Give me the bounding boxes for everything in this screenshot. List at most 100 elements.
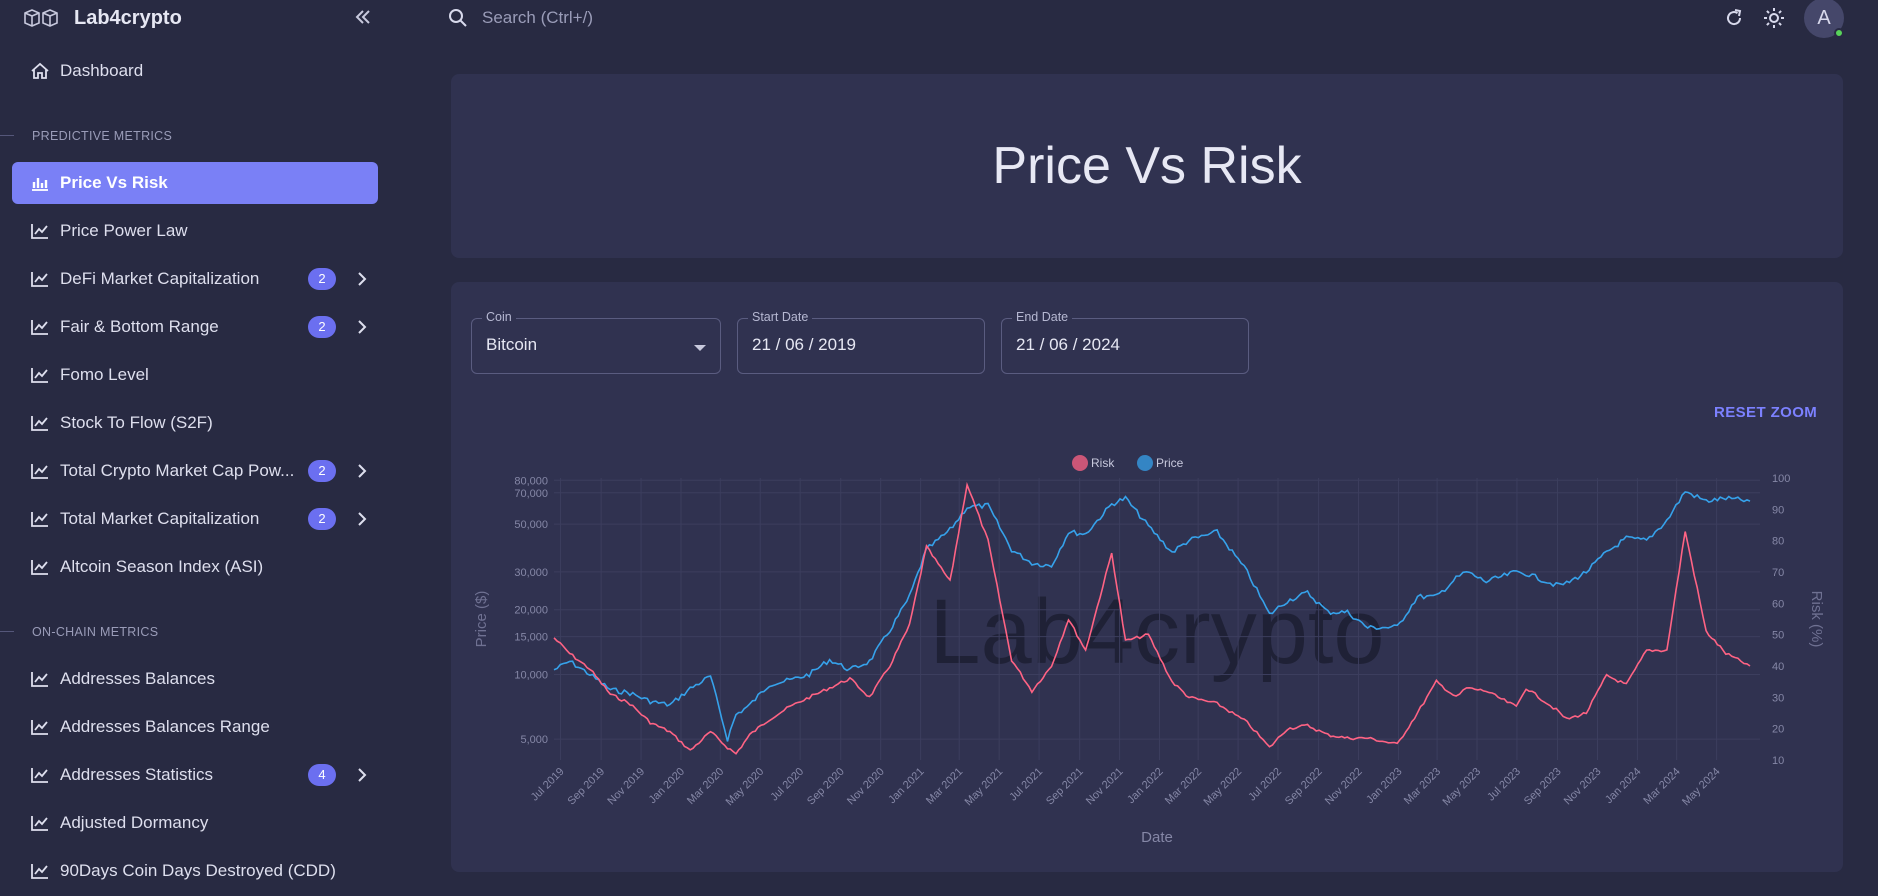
x-tick-label: Mar 2021 [924,766,965,807]
count-badge: 2 [308,508,336,530]
end-date-label: End Date [1012,310,1073,324]
y-right-tick-label: 70 [1772,567,1784,579]
legend-swatch [1072,455,1088,471]
legend-label: Risk [1091,456,1115,470]
sidebar-item-addresses-balances-range[interactable]: Addresses Balances Range [12,706,378,748]
sidebar-item-label: DeFi Market Capitalization [60,269,260,288]
x-tick-label: Jan 2020 [647,766,687,806]
sidebar-item-label: Adjusted Dormancy [60,813,209,832]
x-tick-label: May 2023 [1440,766,1483,809]
y-right-tick-label: 100 [1772,473,1790,485]
cubes-logo-icon [24,9,58,27]
sidebar-item-addresses-balances[interactable]: Addresses Balances [12,658,378,700]
x-tick-label: Jan 2024 [1603,766,1643,806]
section-divider [0,135,14,136]
section-title: PREDICTIVE METRICS [32,129,173,143]
sidebar-item-adjusted-dormancy[interactable]: Adjusted Dormancy [12,802,378,844]
line-chart-icon [31,816,48,831]
sidebar-item-label: Addresses Balances [60,669,215,688]
collapse-sidebar-icon[interactable] [352,6,374,28]
brand[interactable]: Lab4crypto [22,4,182,32]
x-tick-label: Nov 2020 [845,766,887,808]
line-chart-icon [31,720,48,735]
x-tick-label: Jul 2023 [1485,766,1523,804]
x-tick-label: Mar 2024 [1641,766,1682,807]
chart-watermark: Lab4crypto [929,581,1384,683]
coin-label: Coin [482,310,516,324]
y-right-tick-label: 60 [1772,598,1784,610]
y-left-tick-label: 20,000 [514,605,548,617]
x-tick-label: May 2022 [1202,766,1245,809]
count-badge: 4 [308,764,336,786]
sidebar-item-total-market-capitalization[interactable]: Total Market Capitalization 2 [12,498,378,540]
x-tick-label: Nov 2019 [605,766,647,808]
x-tick-label: Nov 2022 [1323,766,1365,808]
y-left-tick-label: 30,000 [514,567,548,579]
risk-series-line [553,481,1751,755]
x-tick-label: Sep 2021 [1044,766,1086,808]
x-tick-label: Jul 2020 [768,766,806,804]
refresh-icon[interactable] [1722,6,1746,30]
chevron-right-icon [358,512,367,526]
sidebar-item-defi-market-capitalization[interactable]: DeFi Market Capitalization 2 [12,258,378,300]
home-icon [31,62,49,79]
app-name: Lab4crypto [74,6,182,29]
x-tick-label: Jan 2021 [886,766,926,806]
coin-value: Bitcoin [486,335,538,354]
x-tick-label: Mar 2023 [1402,766,1443,807]
y-left-tick-label: 50,000 [514,519,548,531]
line-chart-icon [31,368,48,383]
x-tick-label: May 2024 [1680,766,1723,809]
avatar[interactable]: A [1804,0,1844,38]
end-date-field[interactable]: End Date 21 / 06 / 2024 [1001,310,1249,374]
start-date-field[interactable]: Start Date 21 / 06 / 2019 [737,310,985,374]
section-title: ON-CHAIN METRICS [32,625,159,639]
sidebar-item-price-vs-risk[interactable]: Price Vs Risk [12,162,378,204]
line-chart-icon [31,320,48,335]
sidebar-item-label: Altcoin Season Index (ASI) [60,557,264,576]
sidebar-item-addresses-statistics[interactable]: Addresses Statistics 4 [12,754,378,796]
x-tick-label: Sep 2022 [1283,766,1325,808]
sidebar-item-label: Dashboard [60,61,144,80]
x-axis-title: Date [1141,829,1173,846]
x-tick-label: Mar 2020 [685,766,726,807]
x-tick-label: May 2021 [963,766,1006,809]
sidebar-item-label: Addresses Balances Range [60,717,270,736]
sidebar-item-90days-coin-days-destroyed-cdd[interactable]: 90Days Coin Days Destroyed (CDD) [12,850,378,892]
y-right-tick-label: 10 [1772,755,1784,767]
line-chart-icon [31,464,48,479]
y-right-tick-label: 30 [1772,692,1784,704]
sidebar-item-label: Price Vs Risk [60,173,168,192]
x-tick-label: May 2020 [724,766,767,809]
sidebar-item-label: 90Days Coin Days Destroyed (CDD) [60,861,336,880]
theme-toggle-icon[interactable] [1762,6,1786,30]
sidebar-item-label: Total Market Capitalization [60,509,260,528]
search-input[interactable] [482,4,882,32]
sidebar-item-stock-to-flow-s2f[interactable]: Stock To Flow (S2F) [12,402,378,444]
online-status-dot [1834,28,1844,38]
sidebar-item-fair-bottom-range[interactable]: Fair & Bottom Range 2 [12,306,378,348]
y-left-tick-label: 10,000 [514,669,548,681]
analytics-icon [32,178,48,191]
sidebar-item-dashboard[interactable]: Dashboard [12,50,378,92]
title-card: Price Vs Risk [451,74,1843,258]
line-chart-icon [31,768,48,783]
count-badge: 2 [308,316,336,338]
chevron-right-icon [358,768,367,782]
sidebar-item-label: Addresses Statistics [60,765,214,784]
reset-zoom-button[interactable]: RESET ZOOM [1714,404,1818,421]
sidebar-item-altcoin-season-index-asi[interactable]: Altcoin Season Index (ASI) [12,546,378,588]
coin-select[interactable]: Coin Bitcoin [471,310,721,374]
sidebar-item-total-crypto-market-cap-pow[interactable]: Total Crypto Market Cap Pow... 2 [12,450,378,492]
sidebar: Lab4crypto Dashboard PREDICTIVE METRICS … [0,0,396,896]
y-right-tick-label: 90 [1772,504,1784,516]
topbar: A [396,0,1878,44]
sidebar-item-fomo-level[interactable]: Fomo Level [12,354,378,396]
x-tick-label: Sep 2023 [1522,766,1564,808]
price-series-line [553,491,1751,742]
chevron-right-icon [358,272,367,286]
sidebar-item-price-power-law[interactable]: Price Power Law [12,210,378,252]
x-tick-label: Jul 2021 [1007,766,1045,804]
y-left-axis-title: Price ($) [473,591,490,648]
